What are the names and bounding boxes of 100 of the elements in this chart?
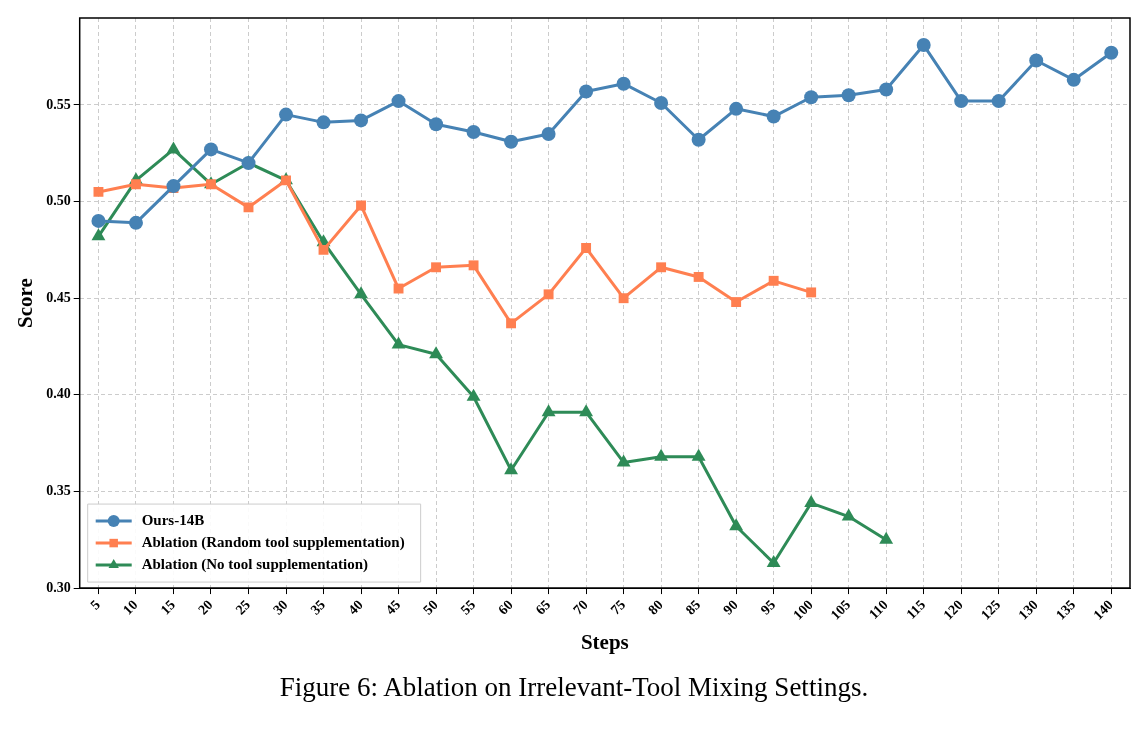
point xyxy=(131,179,141,190)
point xyxy=(318,244,329,255)
point xyxy=(166,179,181,194)
x-tick-label: 85 xyxy=(682,597,704,618)
point xyxy=(279,107,294,122)
point xyxy=(431,262,441,273)
point xyxy=(506,318,517,329)
point xyxy=(356,200,366,211)
point xyxy=(391,336,406,349)
x-axis-title: Steps xyxy=(580,629,629,654)
point xyxy=(731,297,742,308)
point xyxy=(91,213,106,228)
x-tick-label: 5 xyxy=(87,597,104,613)
point xyxy=(841,508,856,521)
y-tick-label: 0.50 xyxy=(46,193,71,209)
point xyxy=(806,287,817,298)
x-tick-label: 110 xyxy=(865,597,891,622)
x-tick-label: 15 xyxy=(157,597,179,618)
x-tick-label: 100 xyxy=(790,597,816,623)
point xyxy=(729,518,744,531)
y-tick-label: 0.35 xyxy=(46,483,71,499)
caption: Figure 6: Ablation on Irrelevant-Tool Mixing Settings. xyxy=(278,672,870,703)
y-tick-label: 0.45 xyxy=(46,289,71,305)
point xyxy=(766,109,781,124)
point xyxy=(618,293,629,304)
x-tick-label: 20 xyxy=(195,597,216,618)
point xyxy=(203,142,218,157)
y-tick-label: 0.55 xyxy=(46,96,71,112)
point xyxy=(1029,53,1044,68)
point xyxy=(656,262,667,273)
y-tick-label: 0.30 xyxy=(46,579,71,595)
point xyxy=(916,38,931,53)
point xyxy=(691,448,706,461)
point xyxy=(1104,45,1119,60)
point xyxy=(541,404,556,417)
point xyxy=(691,132,706,147)
x-tick-label: 70 xyxy=(570,597,591,618)
point xyxy=(579,404,594,417)
legend-label: Ablation (Random tool supplementation) xyxy=(141,533,405,551)
point xyxy=(879,531,894,544)
point xyxy=(466,125,481,140)
x-tick-label: 90 xyxy=(720,597,741,618)
point xyxy=(466,388,481,401)
point xyxy=(693,272,704,282)
point xyxy=(541,126,556,141)
point xyxy=(504,134,519,149)
point xyxy=(1066,72,1081,87)
x-tick-label: 135 xyxy=(1052,597,1079,623)
point xyxy=(391,94,406,109)
x-tick-label: 105 xyxy=(827,597,854,623)
x-tick-label: 120 xyxy=(940,597,966,623)
x-tick-label: 30 xyxy=(270,597,291,618)
x-tick-label: 35 xyxy=(307,597,329,618)
x-tick-label: 60 xyxy=(495,597,516,618)
point xyxy=(543,289,554,300)
x-tick-label: 10 xyxy=(120,597,141,618)
x-tick-label: 140 xyxy=(1090,597,1116,623)
x-tick-label: 125 xyxy=(977,597,1004,623)
point xyxy=(166,141,181,154)
point xyxy=(768,275,779,286)
y-axis-title: Score xyxy=(13,278,38,328)
legend-label: Ours-14B xyxy=(141,511,205,528)
point xyxy=(616,76,631,91)
point xyxy=(879,82,894,97)
point xyxy=(468,260,479,271)
point xyxy=(93,186,104,197)
x-tick-label: 40 xyxy=(345,597,366,618)
x-tick-label: 55 xyxy=(457,597,479,618)
point xyxy=(804,495,819,508)
point xyxy=(804,90,819,105)
point xyxy=(354,286,368,299)
point xyxy=(654,96,669,111)
point xyxy=(581,243,592,253)
x-tick-label: 25 xyxy=(232,597,254,618)
point xyxy=(579,84,594,99)
point xyxy=(243,202,254,213)
y-tick-label: 0.40 xyxy=(46,386,71,402)
x-tick-label: 45 xyxy=(382,597,404,618)
point xyxy=(729,101,744,116)
point xyxy=(991,94,1006,109)
point xyxy=(654,448,669,461)
point xyxy=(128,215,143,230)
point xyxy=(354,113,369,128)
point xyxy=(316,115,331,130)
x-tick-label: 50 xyxy=(420,597,441,618)
x-tick-label: 75 xyxy=(607,597,629,618)
point xyxy=(91,228,106,241)
point xyxy=(841,88,856,103)
x-tick-label: 115 xyxy=(903,597,929,622)
point xyxy=(766,554,781,567)
point xyxy=(954,94,969,109)
x-tick-label: 95 xyxy=(757,597,779,618)
x-tick-label: 80 xyxy=(645,597,666,618)
point xyxy=(504,462,518,475)
x-tick-label: 65 xyxy=(532,597,554,618)
point xyxy=(616,454,631,467)
x-tick-label: 130 xyxy=(1015,597,1041,623)
point xyxy=(429,346,443,359)
point xyxy=(429,117,444,132)
legend-label: Ablation (No tool supplementation) xyxy=(141,555,368,573)
